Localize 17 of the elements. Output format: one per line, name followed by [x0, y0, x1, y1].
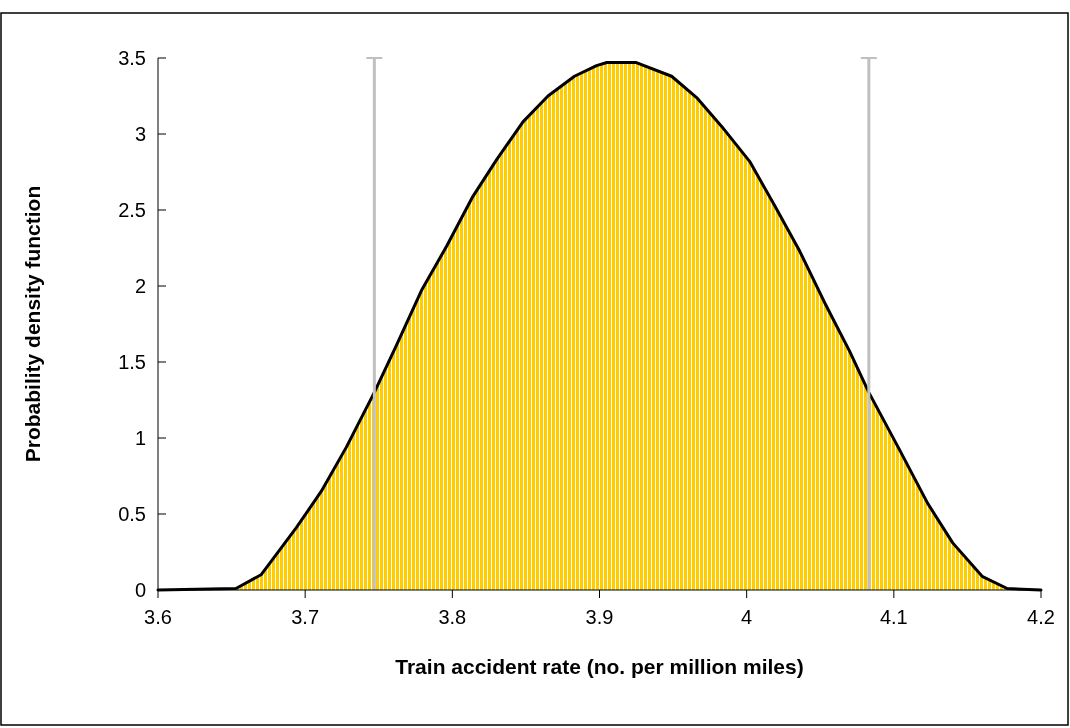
x-axis-title: Train accident rate (no. per million miles) — [395, 655, 804, 678]
x-tick-label: 3.8 — [438, 606, 467, 628]
y-tick-label: 2.5 — [118, 199, 146, 221]
x-tick-label: 3.9 — [585, 606, 614, 628]
y-tick-label: 3 — [134, 123, 146, 145]
x-tick-label: 4 — [741, 606, 753, 628]
y-tick-label: 1.5 — [118, 351, 146, 373]
y-tick-label: 2 — [134, 275, 146, 297]
x-tick-label: 3.6 — [144, 606, 172, 628]
y-tick-label: 0.5 — [118, 503, 146, 525]
x-tick-label: 4.1 — [879, 606, 908, 628]
y-axis-title: Probability density function — [21, 185, 44, 463]
y-tick-label: 3.5 — [118, 47, 146, 69]
x-tick-label: 4.2 — [1027, 606, 1055, 628]
y-tick-label: 1 — [134, 427, 146, 449]
x-tick-label: 3.7 — [291, 606, 320, 628]
y-tick-label: 0 — [134, 579, 146, 601]
